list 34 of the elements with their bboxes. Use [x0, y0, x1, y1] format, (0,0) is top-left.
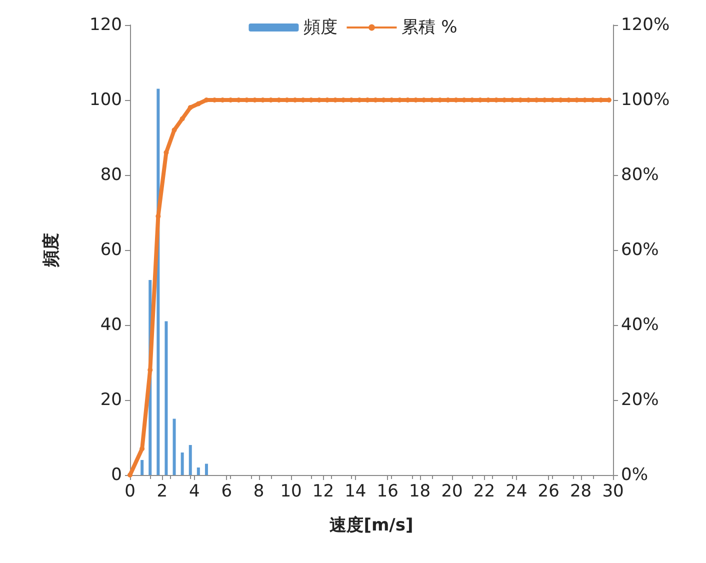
y2-tick-label: 80% — [621, 165, 659, 185]
x-axis-title: 速度[m/s] — [330, 516, 414, 536]
x-tick-label: 10 — [280, 482, 302, 502]
x-tick-label: 4 — [188, 482, 200, 502]
x-tick-label: 30 — [602, 482, 624, 502]
y2-tick-label: 20% — [621, 390, 659, 410]
x-tick-label: 22 — [473, 482, 496, 502]
x-tick-label: 0 — [124, 482, 136, 502]
x-tick-label: 6 — [221, 482, 232, 502]
y-tick-label: 0 — [111, 465, 122, 485]
x-tick-label: 28 — [570, 482, 592, 502]
x-tick-label: 20 — [441, 482, 463, 502]
y-tick-label: 100 — [90, 90, 122, 110]
x-tick-label: 24 — [506, 482, 528, 502]
y-tick-label: 20 — [100, 390, 122, 410]
legend-label: 累積 % — [402, 18, 458, 38]
y2-tick-label: 40% — [621, 315, 659, 335]
y-tick-label: 40 — [100, 315, 122, 335]
x-tick-label: 2 — [156, 482, 168, 502]
legend-label: 頻度 — [304, 18, 338, 38]
y2-tick-label: 120% — [621, 15, 670, 35]
x-tick-label: 16 — [376, 482, 398, 502]
x-tick-label: 12 — [312, 482, 334, 502]
y-tick-label: 120 — [90, 15, 122, 35]
x-tick-label: 8 — [253, 482, 264, 502]
x-tick-label: 14 — [344, 482, 366, 502]
y2-tick-label: 100% — [621, 90, 670, 110]
x-tick-label: 26 — [538, 482, 560, 502]
y-tick-label: 60 — [100, 240, 122, 260]
y-axis-title: 頻度 — [42, 233, 62, 268]
x-tick-label: 18 — [408, 482, 431, 502]
y-tick-label: 80 — [100, 165, 122, 185]
y2-tick-label: 60% — [621, 240, 659, 260]
y2-tick-label: 0% — [621, 465, 648, 485]
